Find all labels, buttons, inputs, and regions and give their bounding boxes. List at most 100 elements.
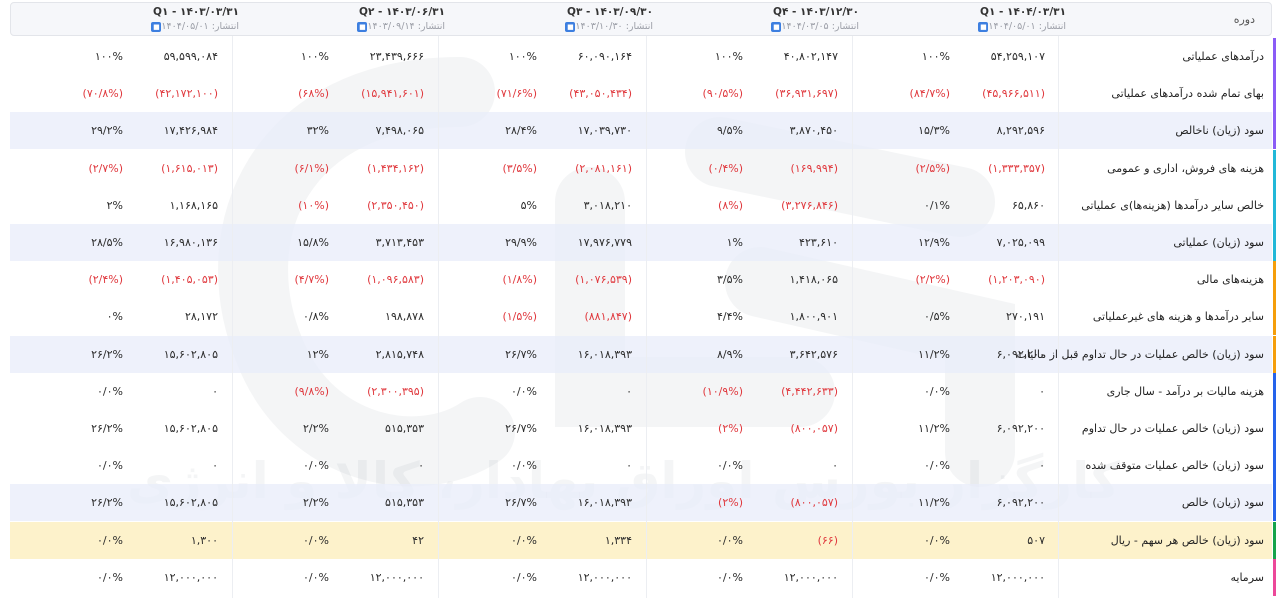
table-row: سود (زیان) خالص عملیات در حال تداوم ۶,۰۹۲… <box>10 410 1276 447</box>
cell-percent: ۱۱/۲% <box>918 422 950 435</box>
calendar-icon: ■ <box>357 21 368 32</box>
cell-value: (۳۶,۹۳۱,۶۹۷) <box>775 87 838 101</box>
cell-value: ۱۲,۰۰۰,۰۰۰ <box>990 570 1045 584</box>
published-prefix: انتشار: <box>211 21 239 32</box>
cell-percent: (۹/۸%) <box>294 384 329 398</box>
cell-value: ۱۶,۹۸۰,۱۳۶ <box>163 236 218 249</box>
table-row: سود (زیان) خالص ۶,۰۹۲,۲۰۰ ۱۱/۲% (۸۰۰,۰۵۷) (۲… <box>10 484 1276 522</box>
row-label: هزینه‌های مالی <box>1196 273 1264 287</box>
cell-value: ۱۶,۰۱۸,۳۹۳ <box>577 347 632 361</box>
cell-value: (۲,۳۰۰,۳۹۵) <box>367 384 424 398</box>
cell-value: ۰ <box>1039 459 1045 473</box>
cell-value: ۱۹۸,۸۷۸ <box>385 310 424 324</box>
cell-percent: ۱۱/۲% <box>918 496 950 510</box>
cell-percent: ۰/۰% <box>97 533 123 547</box>
period-header-1[interactable]: Q۱ - ۱۴۰۴/۰۳/۳۱ انتشار: ۱۴۰۴/۰۵/۰۱■ <box>866 3 1066 37</box>
cell-percent: ۱۱/۲% <box>918 347 950 361</box>
cell-percent: ۰/۰% <box>924 570 950 584</box>
cell-value: ۳,۰۱۸,۲۱۰ <box>583 198 632 212</box>
cell-percent: ۰/۰% <box>511 459 537 473</box>
cell-percent: ۳/۵% <box>717 273 743 287</box>
cell-value: ۱۲,۰۰۰,۰۰۰ <box>369 570 424 584</box>
period-header-3[interactable]: Q۳ - ۱۴۰۳/۰۹/۳۰ انتشار: ۱۴۰۳/۱۰/۳۰■ <box>453 3 653 37</box>
cell-percent: (۲/۵%) <box>915 161 950 175</box>
cell-percent: ۰/۰% <box>303 533 329 547</box>
table-header: دوره Q۱ - ۱۴۰۴/۰۳/۳۱ انتشار: ۱۴۰۴/۰۵/۰۱■ Q… <box>10 2 1272 36</box>
cell-value: ۰ <box>212 384 218 398</box>
publish-date: انتشار: ۱۴۰۴/۰۵/۰۱■ <box>148 21 239 32</box>
cell-percent: ۰/۰% <box>97 459 123 473</box>
cell-value: ۳,۶۴۲,۵۷۶ <box>789 347 838 361</box>
cell-value: ۱,۴۱۸,۰۶۵ <box>789 273 838 287</box>
cell-value: ۶۵,۸۶۰ <box>1011 198 1045 212</box>
cell-value: ۱۲,۰۰۰,۰۰۰ <box>577 570 632 584</box>
cell-percent: ۰/۰% <box>97 570 123 584</box>
row-label: سود (زیان) ناخالص <box>1175 124 1264 138</box>
published-prefix: انتشار: <box>1038 21 1066 32</box>
row-category-indicator <box>1273 447 1276 485</box>
cell-value: (۸۸۱,۸۴۷) <box>584 310 632 324</box>
cell-value: ۰ <box>212 459 218 473</box>
cell-value: (۱,۰۹۶,۵۸۳) <box>367 273 424 287</box>
cell-value: (۴,۴۴۲,۶۳۳) <box>781 384 838 398</box>
period-header-2[interactable]: Q۴ - ۱۴۰۳/۱۲/۳۰ انتشار: ۱۴۰۴/۰۳/۰۵■ <box>659 3 859 37</box>
cell-percent: (۹۰/۵%) <box>702 87 743 101</box>
row-category-indicator <box>1273 335 1276 373</box>
cell-percent: (۲/۷%) <box>88 161 123 175</box>
published-date: ۱۴۰۳/۱۰/۳۰ <box>575 21 623 32</box>
row-label: درآمدهای عملیاتی <box>1182 50 1264 63</box>
cell-percent: (۱۰/۹%) <box>702 384 743 398</box>
cell-percent: (۷۰/۸%) <box>82 87 123 101</box>
row-category-indicator <box>1273 186 1276 224</box>
period-title: Q۱ - ۱۴۰۳/۰۳/۳۱ <box>153 6 239 18</box>
cell-value: (۱,۳۳۳,۳۵۷) <box>988 161 1045 175</box>
row-category-indicator <box>1273 38 1276 75</box>
period-header-4[interactable]: Q۲ - ۱۴۰۳/۰۶/۳۱ انتشار: ۱۴۰۳/۰۹/۱۴■ <box>245 3 445 37</box>
published-prefix: انتشار: <box>625 21 653 32</box>
row-category-indicator <box>1273 484 1276 522</box>
cell-percent: (۱/۸%) <box>502 273 537 287</box>
cell-percent: (۱/۵%) <box>502 310 537 324</box>
cell-percent: (۸%) <box>718 198 743 212</box>
cell-percent: ۸/۹% <box>717 347 743 361</box>
cell-value: ۰ <box>418 459 424 473</box>
cell-percent: ۲۶/۷% <box>505 422 537 435</box>
cell-percent: ۱۵/۳% <box>918 124 950 138</box>
cell-percent: ۱۰۰% <box>300 50 329 63</box>
cell-value: ۱,۳۰۰ <box>190 533 218 547</box>
cell-percent: ۰/۰% <box>97 384 123 398</box>
row-category-indicator <box>1273 224 1276 261</box>
row-label: سود (زیان) خالص هر سهم - ریال <box>1110 533 1264 547</box>
cell-value: ۱,۱۶۸,۱۶۵ <box>169 198 218 212</box>
row-category-indicator <box>1273 112 1276 150</box>
row-label: سایر درآمدها و هزینه های غیرعملیاتی <box>1092 310 1264 324</box>
cell-value: ۱۶,۰۱۸,۳۹۳ <box>577 422 632 435</box>
cell-value: ۱۵,۶۰۲,۸۰۵ <box>163 496 218 510</box>
cell-percent: ۲۶/۲% <box>91 496 123 510</box>
published-prefix: انتشار: <box>417 21 445 32</box>
column-divider <box>852 36 853 598</box>
cell-value: ۴۲۳,۶۱۰ <box>799 236 838 249</box>
row-label: سود (زیان) خالص <box>1181 496 1264 510</box>
cell-value: ۰ <box>626 459 632 473</box>
column-divider <box>232 36 233 598</box>
cell-value: ۴۲ <box>412 533 424 547</box>
cell-value: ۰ <box>832 459 838 473</box>
cell-value: ۲,۸۱۵,۷۴۸ <box>375 347 424 361</box>
table-row: خالص سایر درآمدها (هزینه‌ها)ی عملیاتی ۶۵,… <box>10 186 1276 224</box>
cell-value: (۱,۲۰۳,۰۹۰) <box>988 273 1045 287</box>
cell-percent: ۲۶/۲% <box>91 347 123 361</box>
cell-percent: ۰/۸% <box>303 310 329 324</box>
calendar-icon: ■ <box>771 21 782 32</box>
column-divider <box>646 36 647 598</box>
publish-date: انتشار: ۱۴۰۳/۰۹/۱۴■ <box>354 21 445 32</box>
cell-value: ۶,۰۹۲,۲۰۰ <box>996 496 1045 510</box>
table-row: سرمایه ۱۲,۰۰۰,۰۰۰ ۰/۰% ۱۲,۰۰۰,۰۰۰ ۰/۰% ۱۲,۰۰۰… <box>10 558 1276 596</box>
cell-value: ۵۱۵,۳۵۳ <box>385 422 424 435</box>
cell-percent: (۳/۵%) <box>502 161 537 175</box>
cell-percent: ۰% <box>106 310 123 324</box>
cell-percent: ۰/۰% <box>924 459 950 473</box>
cell-percent: (۲/۲%) <box>915 273 950 287</box>
period-header-5[interactable]: Q۱ - ۱۴۰۳/۰۳/۳۱ انتشار: ۱۴۰۴/۰۵/۰۱■ <box>39 3 239 37</box>
row-label: سرمایه <box>1230 570 1265 584</box>
